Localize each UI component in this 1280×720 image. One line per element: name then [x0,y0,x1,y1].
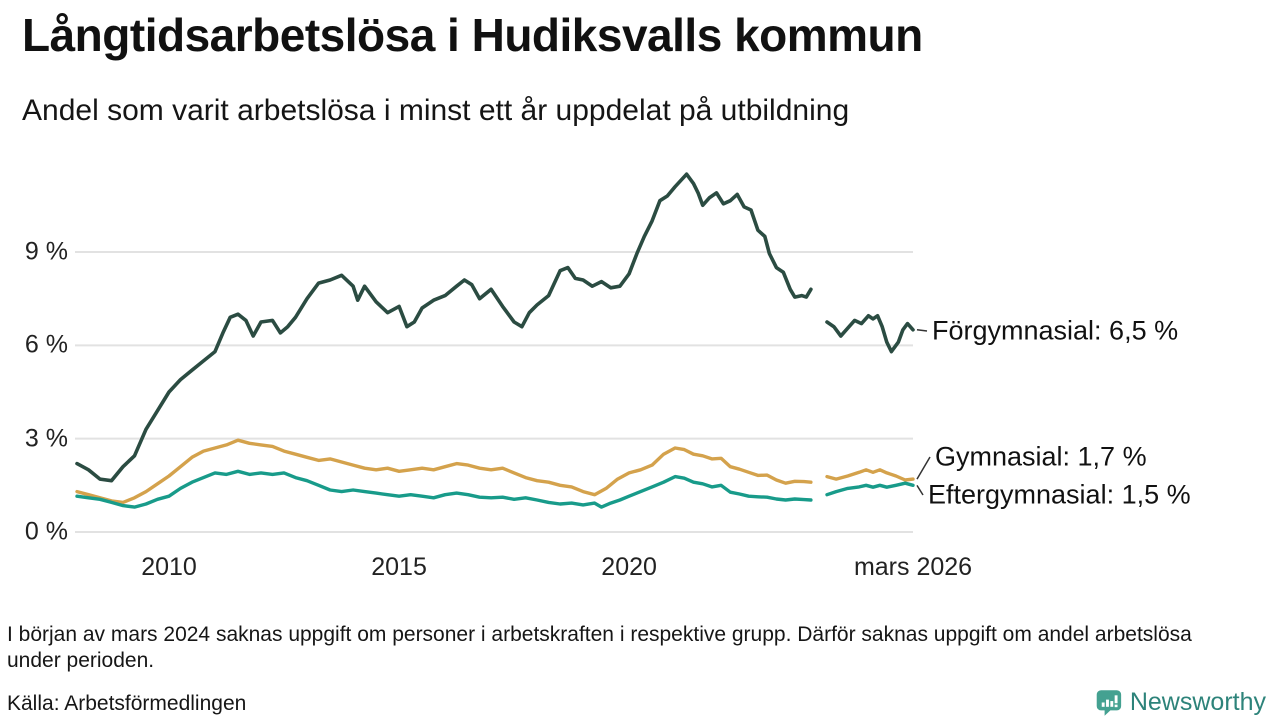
source-attribution: Källa: Arbetsförmedlingen [7,692,247,715]
chart-subtitle: Andel som varit arbetslösa i minst ett å… [22,94,850,127]
series-line-gymnasial [75,438,813,505]
label-connector-lines [916,329,931,496]
y-tick-label-3: 3 % [24,424,68,453]
series-label-gymnasial: Gymnasial: 1,7 % [935,441,1147,472]
series-line-förgymnasial [825,313,915,354]
x-tick-label-2015: 2015 [371,553,427,581]
y-tick-label-6: 6 % [24,330,68,359]
label-connector-gymnasial [916,456,931,480]
series-line-eftergymnasial [75,469,813,509]
label-connector-förgymnasial [916,329,928,332]
newsworthy-logo-icon [1096,689,1122,716]
y-tick-label-0: 0 % [24,517,68,546]
chart-title: Långtidsarbetslösa i Hudiksvalls kommun [22,9,923,61]
x-tick-label-mars-2026: mars 2026 [853,553,973,581]
gridlines [75,251,913,533]
series-line-förgymnasial [75,172,813,483]
y-tick-label-9: 9 % [24,237,68,266]
newsworthy-logo[interactable]: Newsworthy [1096,684,1266,720]
series-line-eftergymnasial [825,481,915,497]
newsworthy-logo-text: Newsworthy [1129,687,1266,716]
x-tick-label-2020: 2020 [601,553,657,581]
label-connector-eftergymnasial [916,484,924,496]
footnote: I början av mars 2024 saknas uppgift om … [7,623,1192,672]
series-line-gymnasial [825,468,915,482]
series-label-förgymnasial: Förgymnasial: 6,5 % [932,315,1179,346]
series-label-eftergymnasial: Eftergymnasial: 1,5 % [928,479,1191,510]
x-tick-label-2010: 2010 [141,553,197,581]
series-lines [75,172,915,509]
